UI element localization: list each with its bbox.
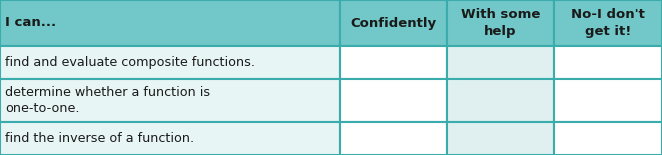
Text: determine whether a function is
one-to-one.: determine whether a function is one-to-o… bbox=[5, 86, 210, 115]
Bar bbox=[0, 46, 340, 79]
Text: No-I don't
get it!: No-I don't get it! bbox=[571, 9, 645, 38]
Bar bbox=[0, 122, 340, 155]
Bar bbox=[340, 0, 447, 46]
Text: Confidently: Confidently bbox=[350, 16, 436, 29]
Bar bbox=[447, 79, 554, 122]
Text: With some
help: With some help bbox=[461, 9, 540, 38]
Text: I can...: I can... bbox=[5, 16, 56, 29]
Bar bbox=[0, 0, 340, 46]
Bar bbox=[554, 122, 662, 155]
Text: find and evaluate composite functions.: find and evaluate composite functions. bbox=[5, 56, 255, 69]
Bar bbox=[340, 46, 447, 79]
Bar bbox=[447, 46, 554, 79]
Bar bbox=[447, 0, 554, 46]
Bar bbox=[340, 79, 447, 122]
Bar bbox=[554, 79, 662, 122]
Bar bbox=[554, 46, 662, 79]
Bar bbox=[447, 122, 554, 155]
Text: find the inverse of a function.: find the inverse of a function. bbox=[5, 132, 194, 145]
Bar bbox=[340, 122, 447, 155]
Bar bbox=[554, 0, 662, 46]
Bar bbox=[0, 79, 340, 122]
